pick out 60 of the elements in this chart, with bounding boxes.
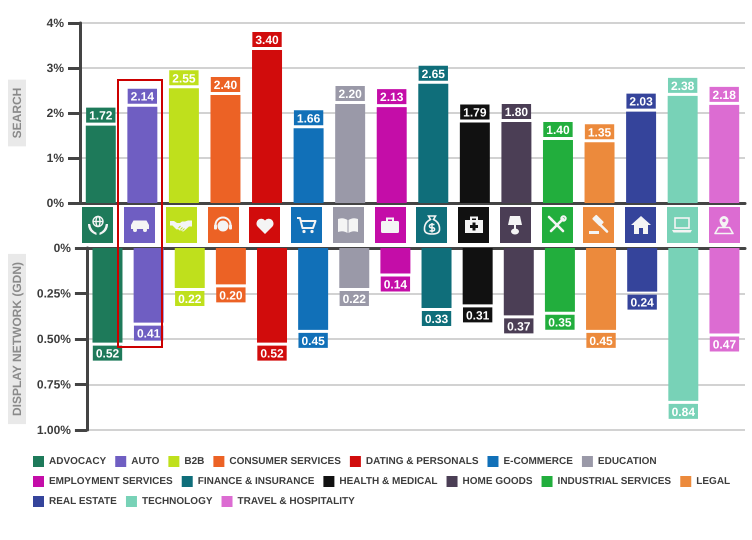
- legend-label: EMPLOYMENT SERVICES: [49, 476, 174, 487]
- data-label: 0.22: [342, 292, 366, 306]
- y-tick-label: 2%: [46, 106, 64, 120]
- data-label: 0.33: [424, 312, 449, 326]
- data-label: 1.35: [588, 125, 612, 140]
- data-label: 0.14: [384, 277, 408, 292]
- data-label: 0.41: [136, 326, 161, 341]
- data-label: 2.40: [214, 78, 238, 92]
- data-label: 0.22: [178, 292, 202, 306]
- legend-label: AUTO: [131, 456, 160, 467]
- data-label: 0.31: [466, 308, 490, 322]
- y-tick-label: 4%: [46, 16, 64, 30]
- data-label: 0.52: [260, 346, 284, 361]
- y-tick-label: 1.00%: [36, 423, 72, 437]
- data-label: 0.47: [712, 338, 736, 352]
- data-label: 2.38: [670, 78, 695, 93]
- legend-label: REAL ESTATE: [49, 496, 118, 507]
- legend-label: LEGAL: [696, 476, 730, 487]
- data-label: 0.52: [96, 346, 120, 361]
- y-tick-label: 0.75%: [36, 378, 72, 392]
- data-label: 0.84: [672, 404, 696, 419]
- data-label: 1.79: [463, 105, 487, 120]
- legend-label: EDUCATION: [598, 456, 657, 467]
- y-tick-label: 0%: [54, 241, 72, 255]
- data-label: 0.45: [589, 334, 614, 348]
- y-tick-label: 0.25%: [36, 286, 72, 300]
- data-label: 2.20: [338, 87, 362, 101]
- legend-label: FINANCE & INSURANCE: [198, 476, 315, 487]
- data-label: 2.65: [422, 66, 446, 81]
- data-label: 0.45: [301, 334, 326, 348]
- legend-label: B2B: [184, 456, 204, 467]
- legend-label: ADVOCACY: [49, 456, 107, 467]
- data-label: 0.37: [507, 319, 531, 334]
- y-axis-title: SEARCH: [10, 88, 24, 138]
- y-axis-title: DISPLAY NETWORK (GDN): [10, 262, 24, 416]
- data-label: 1.72: [89, 108, 113, 123]
- legend-label: HOME GOODS: [462, 476, 533, 487]
- legend-label: CONSUMER SERVICES: [229, 456, 342, 467]
- data-label: 0.24: [630, 296, 654, 310]
- data-label: 1.80: [504, 105, 528, 119]
- data-label: 0.35: [548, 316, 572, 330]
- y-tick-label: 1%: [46, 151, 64, 165]
- y-tick-label: 0%: [46, 196, 64, 210]
- legend-label: HEALTH & MEDICAL: [339, 476, 438, 487]
- y-tick-label: 3%: [46, 61, 64, 75]
- data-label: 3.40: [255, 33, 280, 47]
- data-label: 2.55: [172, 71, 196, 86]
- data-label: 2.14: [130, 90, 154, 104]
- data-label: 2.03: [629, 94, 654, 109]
- data-label: 1.66: [296, 111, 321, 126]
- legend-label: E-COMMERCE: [503, 456, 574, 467]
- data-label: 2.13: [380, 90, 404, 104]
- data-label: 2.18: [712, 88, 736, 102]
- legend-label: INDUSTRIAL SERVICES: [558, 476, 672, 487]
- legend-label: TECHNOLOGY: [142, 496, 213, 507]
- y-tick-label: 0.50%: [36, 332, 72, 346]
- legend-label: DATING & PERSONALS: [366, 456, 479, 467]
- data-label: 0.20: [219, 288, 243, 302]
- legend-label: TRAVEL & HOSPITALITY: [238, 496, 356, 507]
- data-label: 1.40: [546, 123, 570, 137]
